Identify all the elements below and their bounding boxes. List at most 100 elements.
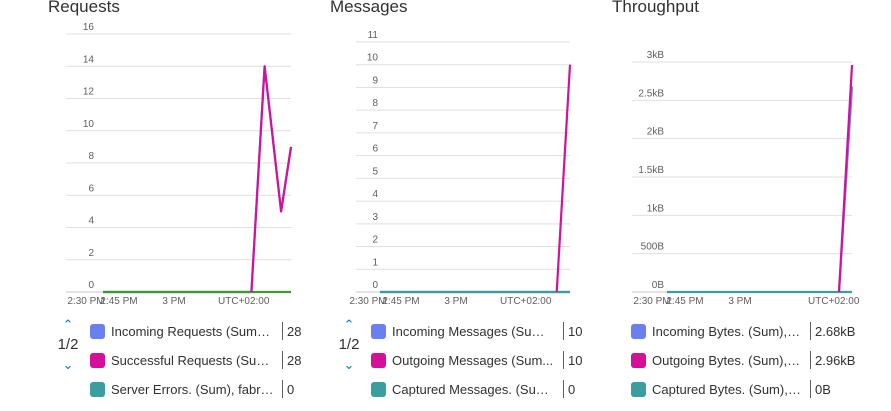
y-tick-label: 6 — [372, 144, 378, 155]
panel-title: Requests — [48, 0, 120, 16]
legend-swatch — [371, 352, 386, 368]
requests-legend: Incoming Requests (Sum),... 28 Successful … — [90, 318, 310, 398]
y-tick-label: 3kB — [647, 50, 665, 61]
requests-legend-pager: ⌃ 1/2 ⌄ — [55, 318, 81, 372]
series-line — [555, 64, 572, 293]
y-tick-label: 5 — [372, 166, 378, 177]
chevron-up-icon[interactable]: ⌃ — [62, 317, 74, 332]
requests-panel: Requests 16 14 12 10 8 6 4 2 0 2:30 PM 2:45 PM 3 PM… — [48, 0, 310, 411]
y-tick-label: 7 — [372, 121, 378, 132]
y-tick-label: 3 — [372, 212, 378, 223]
y-tick-label: 8 — [88, 151, 94, 162]
x-tick-label: 3 PM — [444, 296, 467, 307]
throughput-legend: Incoming Bytes. (Sum), f... 2.68kB Outgoin… — [631, 318, 871, 398]
legend-item[interactable]: Incoming Messages (Sum)... 10 — [371, 321, 582, 341]
pager-page-label: 1/2 — [338, 336, 360, 353]
legend-item[interactable]: Outgoing Messages (Sum... 10 — [371, 350, 582, 370]
legend-swatch — [631, 352, 646, 368]
series-line — [837, 65, 854, 293]
y-tick-label: 4 — [372, 189, 378, 200]
y-tick-label: 0B — [652, 280, 665, 291]
panel-title: Throughput — [612, 0, 699, 16]
legend-item[interactable]: Incoming Bytes. (Sum), f... 2.68kB — [631, 321, 855, 341]
y-tick-label: 10 — [367, 53, 379, 64]
y-tick-label: 0 — [372, 280, 378, 291]
legend-label: Captured Bytes. (Sum), fa... — [652, 381, 802, 397]
legend-label: Successful Requests (Sum)... — [111, 352, 274, 368]
legend-separator — [563, 322, 564, 340]
legend-item[interactable]: Captured Bytes. (Sum), fa... 0B — [631, 379, 831, 399]
x-tick-label: 2:45 PM — [382, 296, 419, 307]
x-tick-label: 2:30 PM — [349, 296, 386, 307]
legend-value: 2.68kB — [815, 323, 856, 339]
y-tick-label: 1.5kB — [638, 165, 664, 176]
chevron-up-icon[interactable]: ⌃ — [343, 317, 355, 332]
legend-separator — [563, 380, 564, 398]
legend-label: Server Errors. (Sum), fabric... — [111, 381, 274, 397]
legend-separator — [810, 322, 811, 340]
chevron-down-icon[interactable]: ⌄ — [62, 357, 74, 372]
panel-title: Messages — [330, 0, 408, 16]
throughput-chart[interactable]: 3kB 2.5kB 2kB 1.5kB 1kB 500B 0B 2:30 PM2:45 PM 3… — [612, 22, 874, 314]
legend-label: Incoming Messages (Sum)... — [392, 323, 555, 339]
legend-item[interactable]: Incoming Requests (Sum),... 28 — [90, 321, 301, 341]
y-tick-label: 10 — [83, 119, 95, 130]
legend-swatch — [90, 323, 105, 339]
legend-swatch — [371, 381, 386, 397]
legend-label: Outgoing Messages (Sum... — [392, 352, 554, 368]
y-tick-label: 1kB — [647, 203, 665, 214]
y-tick-label: 11 — [368, 30, 379, 41]
y-tick-label: 6 — [88, 183, 94, 194]
pager-page-label: 1/2 — [57, 336, 79, 353]
x-tick-label: 3 PM — [162, 296, 185, 307]
timezone-label: UTC+02:00 — [218, 296, 270, 307]
y-tick-label: 2kB — [647, 127, 665, 138]
legend-value: 0B — [815, 381, 831, 397]
legend-separator — [282, 380, 283, 398]
legend-separator — [563, 351, 564, 369]
legend-separator — [282, 322, 283, 340]
x-tick-label: 3 PM — [728, 296, 751, 307]
legend-swatch — [371, 323, 386, 339]
x-tick-label: 2:45 PM — [100, 296, 137, 307]
y-tick-label: 0 — [88, 280, 94, 291]
x-tick-label: 2:30 PM — [633, 296, 670, 307]
chevron-down-icon[interactable]: ⌄ — [343, 357, 355, 372]
y-tick-label: 8 — [372, 98, 378, 109]
legend-value: 2.96kB — [815, 352, 856, 368]
legend-item[interactable]: Outgoing Bytes. (Sum), f... 2.96kB — [631, 350, 855, 370]
x-tick-label: 2:30 PM — [67, 296, 104, 307]
legend-item[interactable]: Captured Messages. (Sum... 0 — [371, 379, 575, 399]
legend-swatch — [631, 323, 646, 339]
timezone-label: UTC+02:00 — [808, 296, 860, 307]
y-tick-label: 2 — [372, 235, 378, 246]
messages-legend: Incoming Messages (Sum)... 10 Outgoing Mes… — [371, 318, 591, 398]
legend-swatch — [631, 381, 646, 397]
legend-value: 0 — [287, 381, 295, 397]
x-tick-label: 2:45 PM — [666, 296, 703, 307]
messages-legend-pager: ⌃ 1/2 ⌄ — [336, 318, 362, 372]
timezone-label: UTC+02:00 — [500, 296, 552, 307]
legend-separator — [810, 351, 811, 369]
legend-label: Captured Messages. (Sum... — [392, 381, 555, 397]
legend-item[interactable]: Server Errors. (Sum), fabric... 0 — [90, 379, 294, 399]
y-tick-label: 1 — [372, 257, 378, 268]
legend-label: Outgoing Bytes. (Sum), f... — [652, 352, 802, 368]
legend-value: 28 — [287, 352, 302, 368]
y-tick-label: 2 — [88, 248, 94, 259]
legend-value: 28 — [287, 323, 302, 339]
legend-separator — [282, 351, 283, 369]
legend-swatch — [90, 352, 105, 368]
y-tick-label: 12 — [83, 87, 95, 98]
messages-panel: Messages 11 10 9 8 7 6 5 4 3 2 1 0 2:30 PM 2:45 PM 3 P… — [330, 0, 592, 411]
requests-chart[interactable]: 16 14 12 10 8 6 4 2 0 2:30 PM2:45 PM 3 PM UTC+02:00 — [48, 22, 310, 314]
legend-value: 10 — [568, 352, 583, 368]
y-tick-label: 9 — [372, 75, 378, 86]
y-tick-label: 500B — [641, 242, 665, 253]
y-tick-label: 2.5kB — [638, 88, 664, 99]
legend-item[interactable]: Successful Requests (Sum)... 28 — [90, 350, 301, 370]
series-line — [250, 65, 293, 293]
legend-value: 0 — [568, 381, 576, 397]
throughput-panel: Throughput 3kB 2.5kB 2kB 1.5kB 1kB 500B 0B 2:30… — [612, 0, 874, 411]
